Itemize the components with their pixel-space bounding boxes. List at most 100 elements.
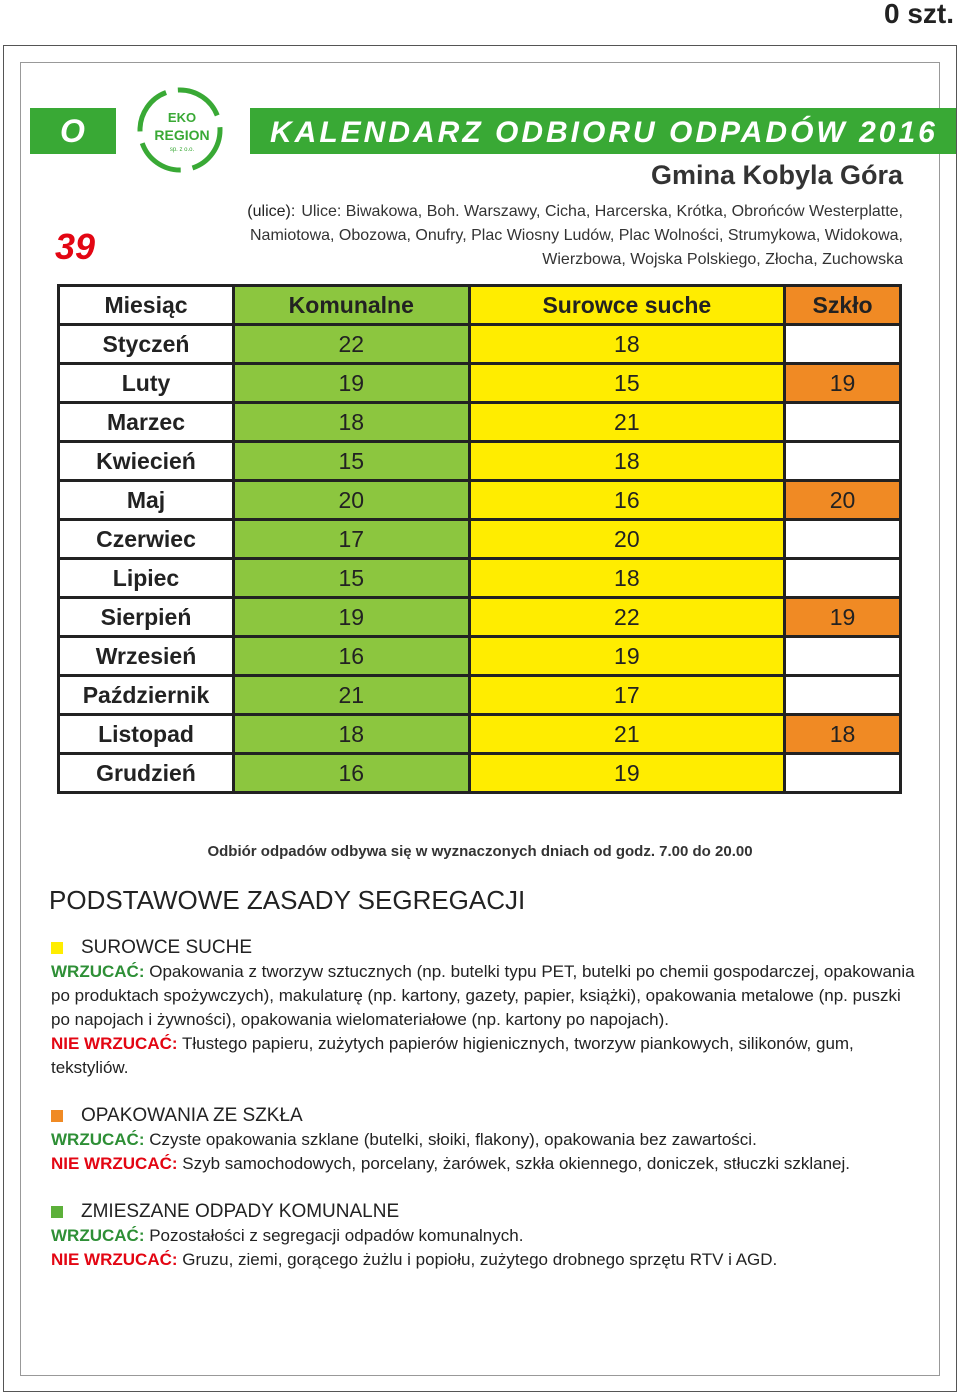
- cell: 22: [232, 323, 471, 365]
- cell: [783, 323, 902, 365]
- month: Styczeń: [57, 323, 235, 365]
- month: Sierpień: [57, 596, 235, 638]
- month: Lipiec: [57, 557, 235, 599]
- marker: [51, 942, 63, 954]
- month: Maj: [57, 479, 235, 521]
- row: Październik 21 17: [57, 674, 902, 716]
- cell: 17: [232, 518, 471, 560]
- cell: 19: [783, 362, 902, 404]
- cell: [783, 674, 902, 716]
- cell: [783, 401, 902, 443]
- header-row: Miesiąc Komunalne Surowce suche Szkło: [57, 284, 902, 326]
- rule-label: WRZUCAĆ:: [51, 962, 145, 981]
- cell: 21: [232, 674, 471, 716]
- rule-section: SUROWCE SUCHE WRZUCAĆ: Opakowania z tworz…: [51, 936, 921, 1080]
- cell: [783, 635, 902, 677]
- section-title-text: SUROWCE SUCHE: [81, 937, 253, 958]
- row: Kwiecień 15 18: [57, 440, 902, 482]
- cell: 19: [783, 596, 902, 638]
- cell: 18: [783, 713, 902, 755]
- number: 39: [55, 226, 96, 267]
- streets: (ulice): Ulice: Biwakowa, Boh. Warszawy, …: [203, 200, 903, 272]
- cell: 20: [783, 479, 902, 521]
- street-line: Wierzbowa, Wojska Polskiego, Złocha, Zuc…: [203, 248, 903, 272]
- rule-text: Szyb samochodowych, porcelany, żarówek, …: [182, 1154, 851, 1173]
- month: Listopad: [57, 713, 235, 755]
- gmina: Gmina Kobyla Góra: [650, 160, 903, 190]
- inner-frame: [20, 62, 940, 1376]
- row: Sierpień 19 22 19: [57, 596, 902, 638]
- cell: 16: [232, 752, 471, 794]
- month: Październik: [57, 674, 235, 716]
- street-text: Wierzbowa, Wojska Polskiego, Złocha, Zuc…: [542, 251, 903, 268]
- count: 0 szt.: [883, 0, 954, 29]
- rules: SUROWCE SUCHE WRZUCAĆ: Opakowania z tworz…: [51, 936, 921, 1296]
- row: Czerwiec 17 20: [57, 518, 902, 560]
- streets-label: (ulice):: [247, 203, 296, 220]
- rule: WRZUCAĆ: Pozostałości z segregacji odpad…: [51, 1224, 921, 1248]
- cell: 19: [232, 362, 471, 404]
- cell: [783, 557, 902, 599]
- row: Lipiec 15 18: [57, 557, 902, 599]
- cell: 18: [232, 713, 471, 755]
- rule-text: Opakowania z tworzyw sztucznych (np. but…: [51, 962, 915, 1029]
- cell: 16: [232, 635, 471, 677]
- section-title-text: OPAKOWANIA ZE SZKŁA: [81, 1105, 303, 1126]
- column-header: Komunalne: [232, 284, 471, 326]
- logo-text: sp. z o.o.: [170, 147, 195, 153]
- logo: EKO REGION sp. z o.o.: [137, 87, 223, 173]
- month: Marzec: [57, 401, 235, 443]
- cell: 15: [232, 440, 471, 482]
- street-text: Namiotowa, Obozowa, Onufry, Plac Wiosny …: [250, 227, 903, 244]
- street-text: Ulice: Biwakowa, Boh. Warszawy, Cicha, H…: [301, 203, 903, 220]
- cell: 17: [467, 674, 787, 716]
- row: Listopad 18 21 18: [57, 713, 902, 755]
- street-line: (ulice): Ulice: Biwakowa, Boh. Warszawy, …: [203, 200, 903, 224]
- cell: 15: [467, 362, 787, 404]
- rule-label: WRZUCAĆ:: [51, 1130, 145, 1149]
- cell: 21: [467, 401, 787, 443]
- rule-label: NIE WRZUCAĆ:: [51, 1154, 178, 1173]
- month: Wrzesień: [57, 635, 235, 677]
- month: Czerwiec: [57, 518, 235, 560]
- rule-label: WRZUCAĆ:: [51, 1226, 145, 1245]
- cell: 18: [467, 323, 787, 365]
- row: Styczeń 22 18: [57, 323, 902, 365]
- row: Marzec 18 21: [57, 401, 902, 443]
- section-title: ZMIESZANE ODPADY KOMUNALNE: [51, 1200, 921, 1224]
- row: Wrzesień 16 19: [57, 635, 902, 677]
- rule-label: NIE WRZUCAĆ:: [51, 1034, 178, 1053]
- column-header: Miesiąc: [57, 284, 235, 326]
- row: Grudzień 16 19: [57, 752, 902, 794]
- cell: 18: [232, 401, 471, 443]
- cell: 20: [232, 479, 471, 521]
- cell: 19: [467, 752, 787, 794]
- month: Luty: [57, 362, 235, 404]
- marker: [51, 1110, 63, 1122]
- row: Luty 19 15 19: [57, 362, 902, 404]
- rule-label: NIE WRZUCAĆ:: [51, 1250, 178, 1269]
- logo-text: EKO: [168, 110, 196, 125]
- rule-text: Pozostałości z segregacji odpadów komuna…: [149, 1226, 524, 1245]
- section-title: OPAKOWANIA ZE SZKŁA: [51, 1104, 921, 1128]
- column-header: Surowce suche: [467, 284, 787, 326]
- note: Odbiór odpadów odbywa się w wyznaczonych…: [207, 843, 753, 860]
- cell: 22: [467, 596, 787, 638]
- cell: 18: [467, 440, 787, 482]
- cell: 20: [467, 518, 787, 560]
- cell: 19: [467, 635, 787, 677]
- rule: NIE WRZUCAĆ: Tłustego papieru, zużytych …: [51, 1032, 921, 1080]
- cell: 16: [467, 479, 787, 521]
- title: KALENDARZ ODBIORU ODPADÓW 2016: [250, 108, 956, 154]
- section-title-text: ZMIESZANE ODPADY KOMUNALNE: [81, 1201, 400, 1222]
- row: Maj 20 16 20: [57, 479, 902, 521]
- cell: 15: [232, 557, 471, 599]
- cell: 21: [467, 713, 787, 755]
- letter: O: [30, 108, 116, 154]
- rule: NIE WRZUCAĆ: Gruzu, ziemi, gorącego żużl…: [51, 1248, 921, 1272]
- rule-text: Czyste opakowania szklane (butelki, słoi…: [149, 1130, 757, 1149]
- marker: [51, 1206, 63, 1218]
- cell: [783, 440, 902, 482]
- logo-text: REGION: [154, 127, 209, 143]
